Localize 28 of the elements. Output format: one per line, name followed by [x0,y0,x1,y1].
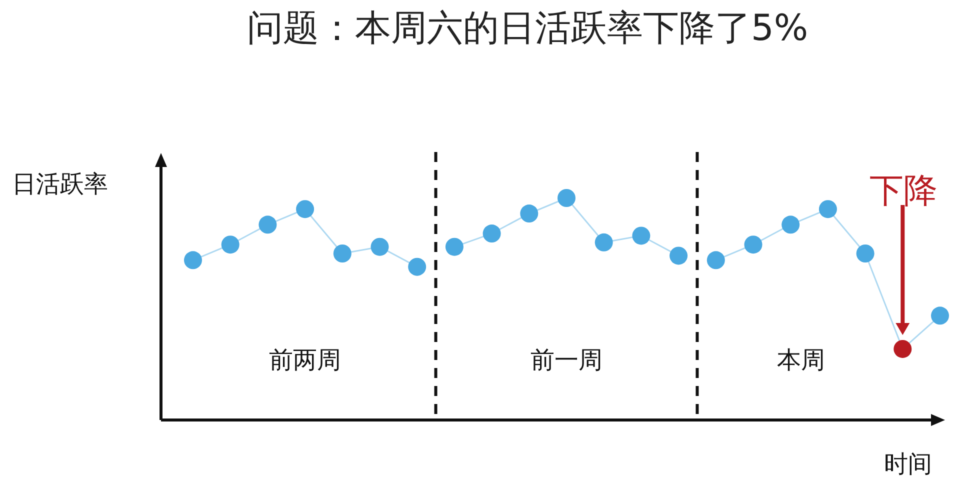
point [856,244,874,262]
point [931,306,949,325]
point [333,244,352,262]
annotation: 本周 [776,346,825,374]
point [221,236,240,254]
point [370,238,389,256]
point [894,340,912,358]
x-axis-title: 时间 [884,450,932,478]
annotation: 前两周 [269,346,342,374]
chart-title: 问题：本周六的日活跃率下降了5% [246,8,808,49]
point [706,251,725,270]
point [744,236,762,254]
point [782,216,800,234]
point [482,224,501,243]
point [445,238,464,256]
y-axis-title: 日活跃率 [12,170,108,198]
point [670,246,688,265]
point [296,200,314,218]
point [184,251,202,270]
point [818,200,837,218]
annotation: 下降 [870,171,938,211]
annotation: 前一周 [530,346,602,374]
point [258,216,277,234]
point [594,233,613,252]
point [408,258,426,276]
point [520,204,538,223]
point [558,189,576,207]
point [632,226,650,245]
